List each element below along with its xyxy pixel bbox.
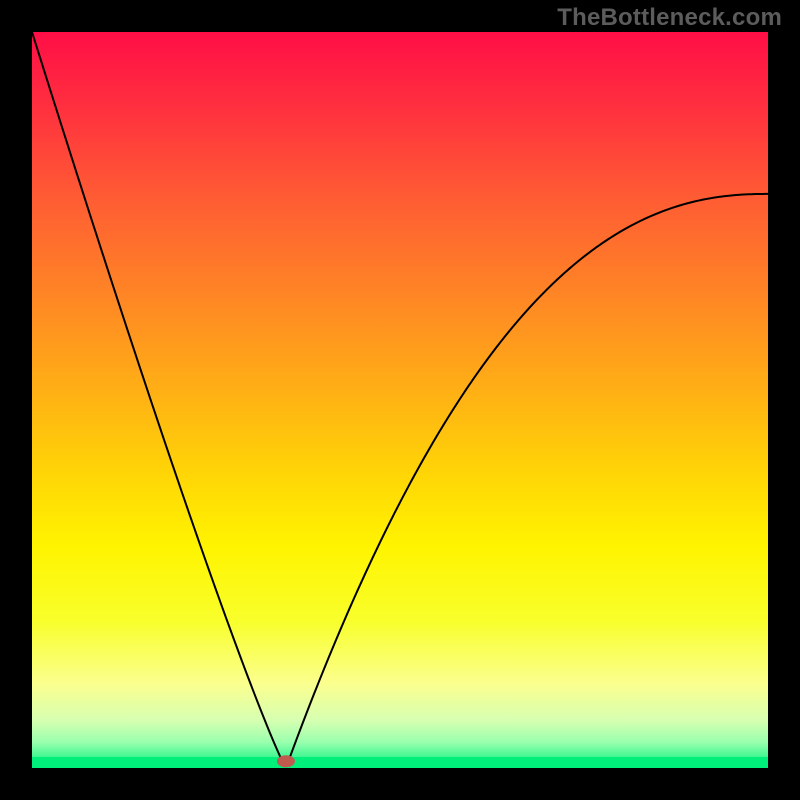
chart-frame: TheBottleneck.com: [0, 0, 800, 800]
dip-marker: [277, 755, 295, 767]
bottom-green-strip: [32, 757, 768, 768]
gradient-background: [32, 32, 768, 768]
bottleneck-curve-plot: [32, 32, 768, 768]
watermark-text: TheBottleneck.com: [557, 4, 782, 32]
